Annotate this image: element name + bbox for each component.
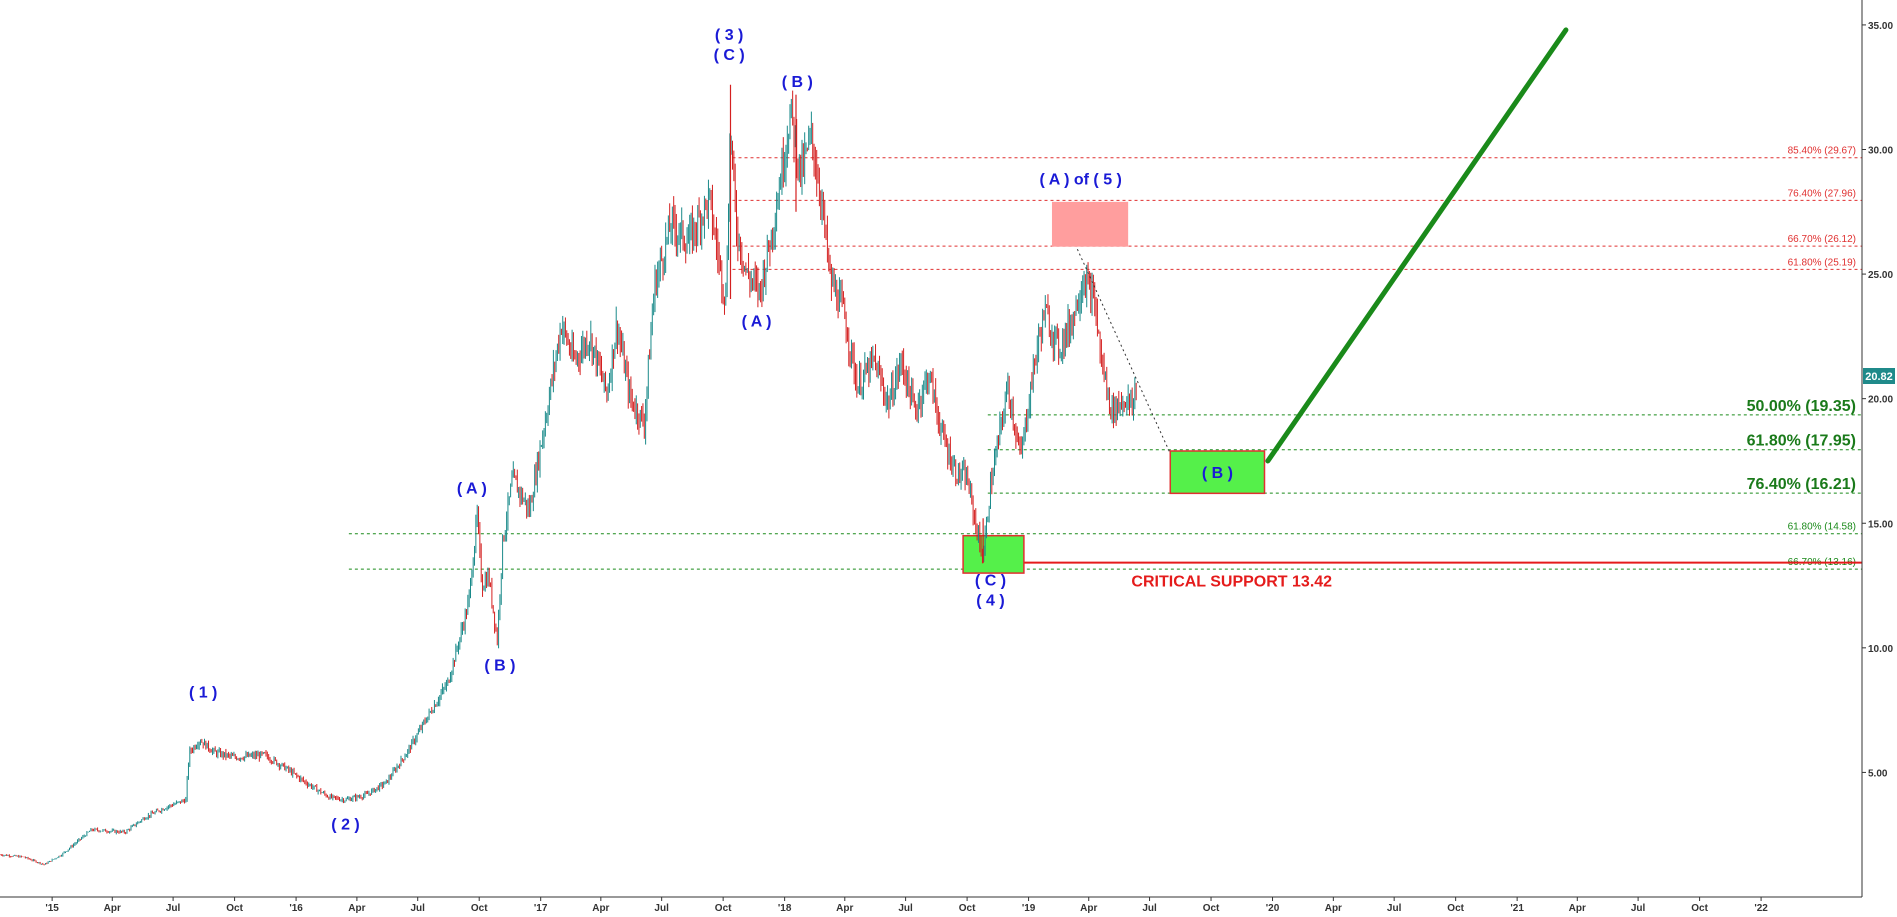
y-tick-label: 35.00 xyxy=(1868,21,1893,32)
fib-label-red: 66.70% (26.12) xyxy=(1788,234,1856,245)
x-tick-label: Jul xyxy=(898,903,913,914)
zone-support-green xyxy=(962,534,1025,574)
projection-line xyxy=(1265,27,1569,464)
fib-label-green-major: 50.00% (19.35) xyxy=(1747,398,1856,415)
x-tick-label: Apr xyxy=(1080,903,1097,914)
wave-label: ( 1 ) xyxy=(189,685,217,702)
x-tick-label: Apr xyxy=(1569,903,1586,914)
last-price-label: 20.82 xyxy=(1865,371,1893,383)
x-tick-label: '21 xyxy=(1510,903,1524,914)
wave-label: ( 4 ) xyxy=(976,592,1004,609)
x-tick-label: Jul xyxy=(410,903,425,914)
y-tick-label: 5.00 xyxy=(1868,768,1888,779)
price-zones: ( B ) xyxy=(962,201,1266,574)
zone-target-pink xyxy=(1051,201,1129,247)
x-tick-label: Jul xyxy=(1631,903,1646,914)
critical-support-label: CRITICAL SUPPORT 13.42 xyxy=(1131,574,1332,591)
x-tick-label: Jul xyxy=(1387,903,1402,914)
x-tick-label: Oct xyxy=(959,903,976,914)
x-tick-label: Apr xyxy=(104,903,121,914)
y-tick-label: 20.00 xyxy=(1868,395,1893,406)
wave-label: ( 3 ) xyxy=(715,27,743,44)
x-tick-label: Oct xyxy=(715,903,732,914)
fib-label-green-minor: 61.80% (14.58) xyxy=(1788,522,1856,533)
zone-label: ( B ) xyxy=(1202,465,1233,482)
fib-label-green-major: 61.80% (17.95) xyxy=(1747,433,1856,450)
x-tick-label: '16 xyxy=(289,903,303,914)
trend-lines xyxy=(1076,27,1569,464)
wave-label: ( A ) xyxy=(742,313,772,330)
x-tick-label: Jul xyxy=(654,903,669,914)
wave-label: ( B ) xyxy=(782,74,813,91)
x-tick-label: Oct xyxy=(1447,903,1464,914)
x-tick-label: Oct xyxy=(1203,903,1220,914)
y-tick-label: 30.00 xyxy=(1868,146,1893,157)
wave-label: ( A ) xyxy=(457,480,487,497)
wave-label: ( B ) xyxy=(484,657,515,674)
wave-label: ( C ) xyxy=(714,47,745,64)
y-tick-label: 15.00 xyxy=(1868,519,1893,530)
x-tick-label: Jul xyxy=(166,903,181,914)
x-tick-label: Oct xyxy=(1691,903,1708,914)
fib-label-red: 61.80% (25.19) xyxy=(1788,257,1856,268)
last-price-badge xyxy=(1863,368,1895,384)
dotted-trendline xyxy=(1076,248,1171,454)
wave-labels: ( 1 ) ( 2 ) ( A ) ( B ) ( 3 ) ( C ) ( A ) ( B )… xyxy=(189,27,1122,834)
fibonacci-levels: 85.40% (29.67) 76.40% (27.96) 66.70% (26.1… xyxy=(348,146,1862,591)
x-tick-label: Oct xyxy=(471,903,488,914)
fib-label-red: 76.40% (27.96) xyxy=(1788,188,1856,199)
wave-label: ( A ) of ( 5 ) xyxy=(1040,171,1122,188)
x-tick-label: Apr xyxy=(1325,903,1342,914)
last-price-marker: 20.82 xyxy=(1863,368,1895,384)
zone-target-green xyxy=(1169,450,1266,495)
fib-label-green-major: 76.40% (16.21) xyxy=(1747,476,1856,493)
fib-label-red: 85.40% (29.67) xyxy=(1788,146,1856,157)
wave-label: ( 2 ) xyxy=(331,817,359,834)
x-tick-label: '22 xyxy=(1754,903,1768,914)
x-tick-label: Oct xyxy=(226,903,243,914)
y-tick-label: 10.00 xyxy=(1868,644,1893,655)
x-tick-label: Jul xyxy=(1142,903,1157,914)
x-tick-label: '18 xyxy=(778,903,792,914)
x-tick-label: Apr xyxy=(836,903,853,914)
x-tick-label: Apr xyxy=(348,903,365,914)
x-tick-label: '15 xyxy=(45,903,59,914)
y-tick-label: 25.00 xyxy=(1868,270,1893,281)
x-tick-label: '17 xyxy=(534,903,548,914)
x-tick-label: '20 xyxy=(1266,903,1280,914)
price-series xyxy=(0,84,1137,866)
x-tick-label: '19 xyxy=(1022,903,1036,914)
x-tick-label: Apr xyxy=(592,903,609,914)
wave-label: ( C ) xyxy=(975,573,1006,590)
